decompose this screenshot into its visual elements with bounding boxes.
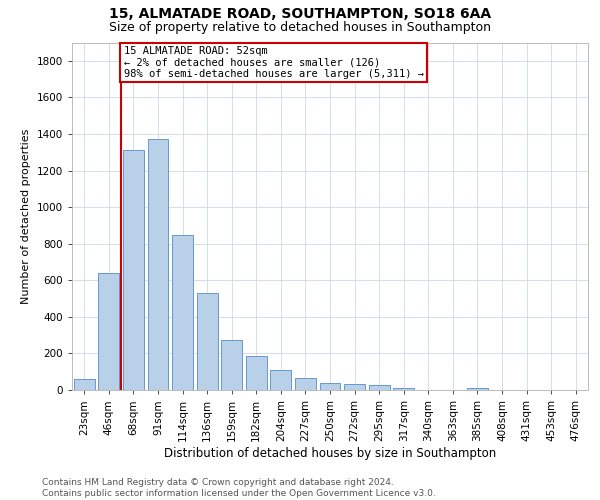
Bar — [271, 370, 292, 390]
Text: 15, ALMATADE ROAD, SOUTHAMPTON, SO18 6AA: 15, ALMATADE ROAD, SOUTHAMPTON, SO18 6AA — [109, 8, 491, 22]
X-axis label: Distribution of detached houses by size in Southampton: Distribution of detached houses by size … — [164, 446, 496, 460]
Bar — [221, 340, 242, 390]
Bar — [246, 356, 267, 390]
Bar — [344, 384, 365, 390]
Y-axis label: Number of detached properties: Number of detached properties — [21, 128, 31, 304]
Bar — [393, 388, 414, 390]
Text: Size of property relative to detached houses in Southampton: Size of property relative to detached ho… — [109, 21, 491, 34]
Bar — [148, 138, 169, 390]
Text: 15 ALMATADE ROAD: 52sqm
← 2% of detached houses are smaller (126)
98% of semi-de: 15 ALMATADE ROAD: 52sqm ← 2% of detached… — [124, 46, 424, 80]
Bar — [197, 293, 218, 390]
Bar — [74, 379, 95, 390]
Bar — [368, 386, 389, 390]
Bar — [295, 378, 316, 390]
Bar — [123, 150, 144, 390]
Bar — [467, 388, 488, 390]
Text: Contains HM Land Registry data © Crown copyright and database right 2024.
Contai: Contains HM Land Registry data © Crown c… — [42, 478, 436, 498]
Bar — [172, 236, 193, 390]
Bar — [320, 383, 340, 390]
Bar — [98, 273, 119, 390]
